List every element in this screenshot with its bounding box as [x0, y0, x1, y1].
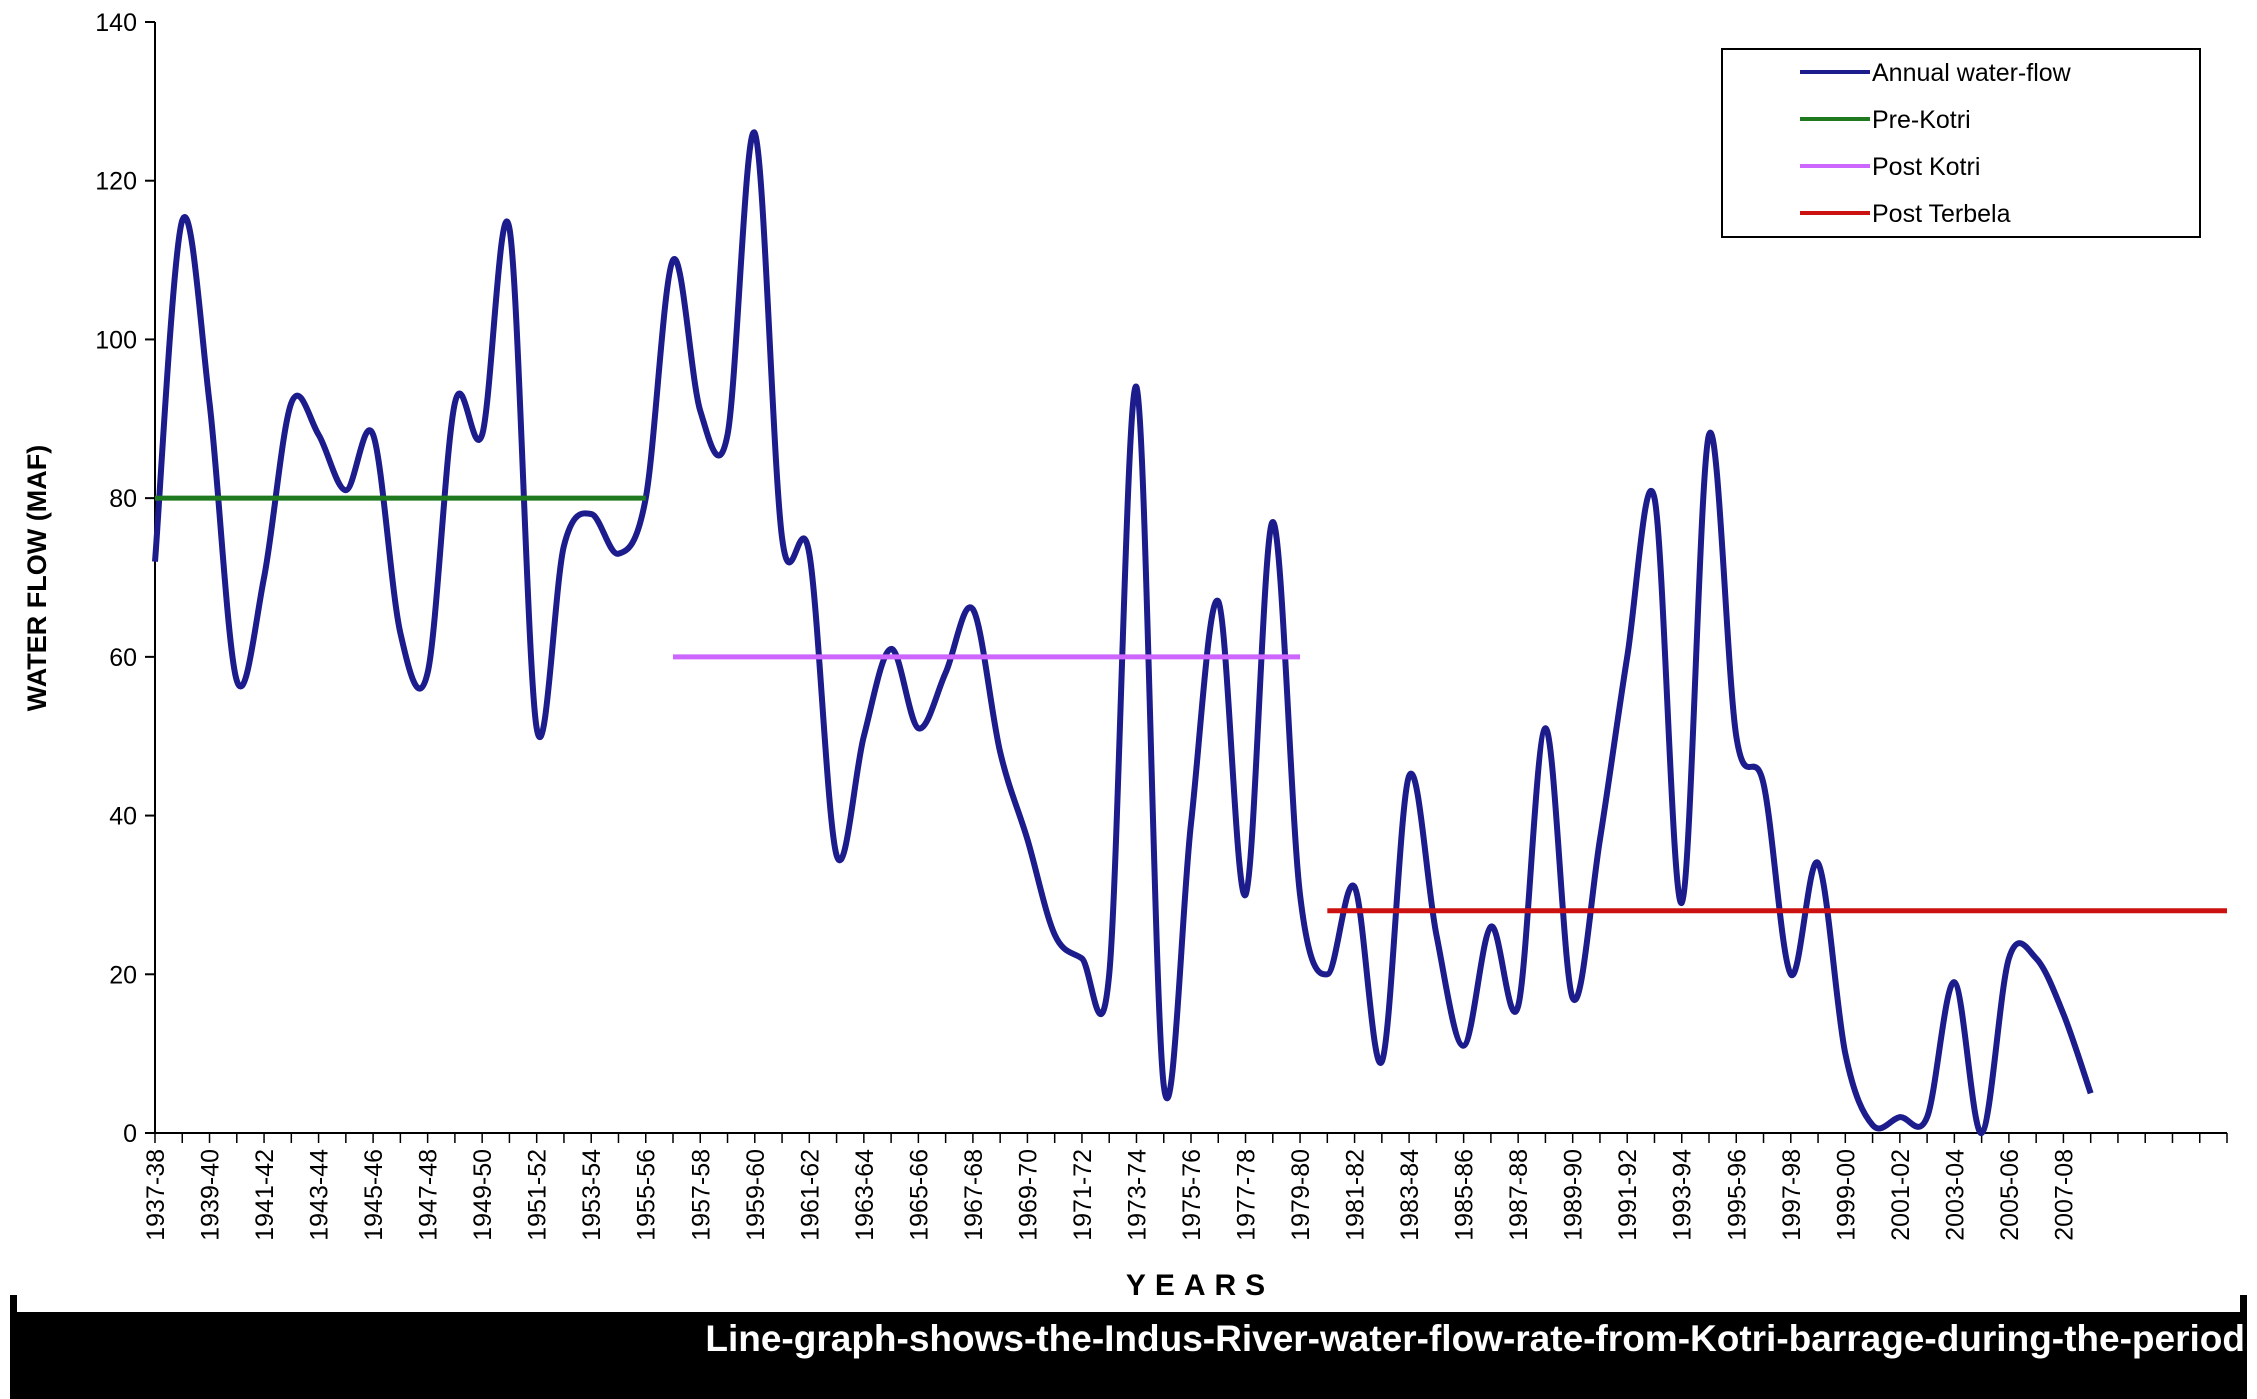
caption-bar	[10, 1312, 2247, 1399]
x-tick-label: 1951-52	[524, 1149, 552, 1241]
legend-entry-label: Post Terbela	[1872, 200, 2011, 228]
x-tick-label: 1945-46	[360, 1149, 388, 1241]
x-tick-label: 1941-42	[251, 1149, 279, 1241]
legend-box	[1721, 48, 2201, 238]
caption-left-tick	[10, 1295, 17, 1315]
y-tick-label: 140	[95, 9, 137, 37]
x-tick-label: 1953-54	[578, 1149, 606, 1241]
line-chart: 0 20 40 60 80 100 120 140 1937-38 1939-40 1941-42…	[22, 9, 2228, 1300]
x-tick-label: 1967-68	[960, 1149, 988, 1241]
x-axis-title: YEARS	[1126, 1269, 1274, 1300]
x-tick-label: 1993-94	[1669, 1149, 1697, 1241]
legend: Annual water-flow Pre-Kotri Post Kotri Post…	[1721, 48, 2201, 238]
x-tick-label: 1983-84	[1396, 1149, 1424, 1241]
x-tick-label: 1997-98	[1778, 1149, 1806, 1241]
x-tick-label: 1981-82	[1342, 1149, 1370, 1241]
x-axis: 1937-38 1939-40 1941-42 1943-44 1945-46 1947-…	[142, 1132, 2228, 1241]
legend-entry-label: Post Kotri	[1872, 153, 1980, 181]
series-layer	[152, 129, 2227, 1137]
x-tick-label: 1937-38	[142, 1149, 170, 1241]
legend-entry-label: Pre-Kotri	[1872, 106, 1971, 134]
x-tick-label: 1985-86	[1451, 1149, 1479, 1241]
x-tick-label: 1943-44	[306, 1149, 334, 1241]
x-tick-label: 2007-08	[2050, 1149, 2078, 1241]
x-tick-label: 1961-62	[796, 1149, 824, 1241]
x-tick-label: 1989-90	[1560, 1149, 1588, 1241]
x-tick-label: 1959-60	[742, 1149, 770, 1241]
x-tick-label: 1979-80	[1287, 1149, 1315, 1241]
x-tick-label: 1971-72	[1069, 1149, 1097, 1241]
x-tick-label: 1991-92	[1614, 1149, 1642, 1241]
x-tick-label: 1995-96	[1723, 1149, 1751, 1241]
y-tick-label: 120	[95, 168, 137, 196]
y-tick-label: 80	[109, 485, 137, 513]
x-tick-label: 1955-56	[633, 1149, 661, 1241]
x-tick-label: 1949-50	[469, 1149, 497, 1241]
x-tick-label: 1987-88	[1505, 1149, 1533, 1241]
x-tick-label: 1957-58	[687, 1149, 715, 1241]
y-tick-label: 20	[109, 961, 137, 989]
caption-right-tick	[2240, 1295, 2247, 1315]
x-tick-label: 2001-02	[1887, 1149, 1915, 1241]
x-tick-label: 1939-40	[197, 1149, 225, 1241]
y-tick-label: 100	[95, 326, 137, 354]
x-tick-label: 1969-70	[1014, 1149, 1042, 1241]
x-tick-label: 1947-48	[415, 1149, 443, 1241]
y-axis: 0 20 40 60 80 100 120 140	[95, 9, 156, 1148]
series-line-annual-water-flow	[152, 129, 2094, 1137]
y-tick-label: 60	[109, 644, 137, 672]
legend-entry-label: Annual water-flow	[1872, 59, 2072, 87]
x-tick-label: 1973-74	[1123, 1149, 1151, 1241]
y-tick-label: 0	[123, 1120, 137, 1148]
y-axis-title: WATER FLOW (MAF)	[22, 445, 52, 711]
x-tick-label: 2003-04	[1941, 1149, 1969, 1241]
x-tick-label: 1999-00	[1832, 1149, 1860, 1241]
x-tick-label: 1965-66	[905, 1149, 933, 1241]
figure-caption: Line-graph-shows-the-Indus-River-water-f…	[705, 1318, 2245, 1359]
x-tick-label: 1975-76	[1178, 1149, 1206, 1241]
x-tick-label: 1977-78	[1233, 1149, 1261, 1241]
x-tick-label: 2005-06	[1996, 1149, 2024, 1241]
x-tick-label: 1963-64	[851, 1149, 879, 1241]
y-tick-label: 40	[109, 803, 137, 831]
